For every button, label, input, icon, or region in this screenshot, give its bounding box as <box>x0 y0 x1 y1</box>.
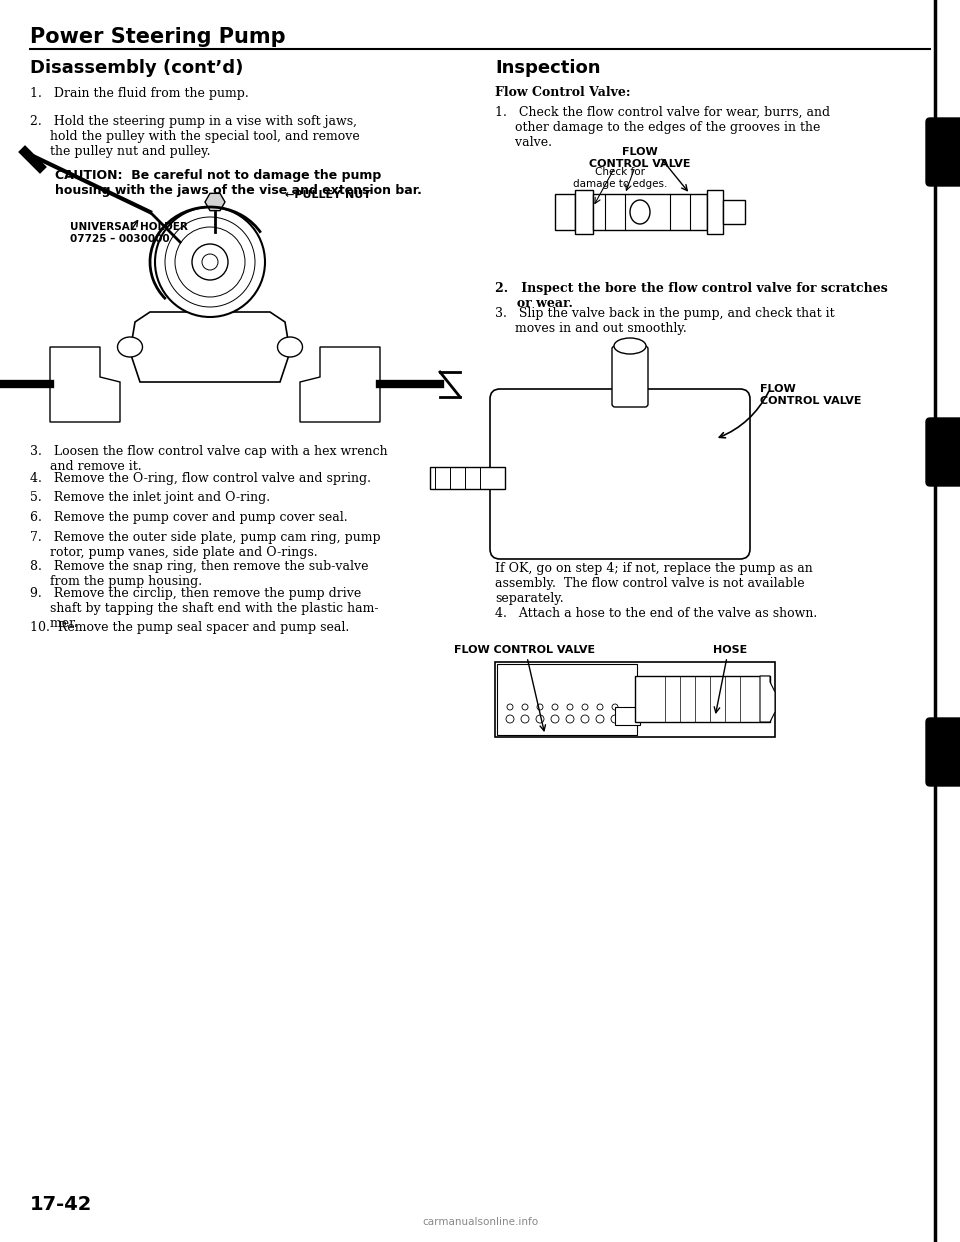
Text: HOSE: HOSE <box>713 645 747 655</box>
Text: carmanualsonline.info: carmanualsonline.info <box>422 1217 538 1227</box>
Polygon shape <box>50 347 120 422</box>
Text: Inspection: Inspection <box>495 60 601 77</box>
Polygon shape <box>205 194 225 211</box>
Text: 2.   Hold the steering pump in a vise with soft jaws,
     hold the pulley with : 2. Hold the steering pump in a vise with… <box>30 116 360 158</box>
FancyBboxPatch shape <box>612 347 648 407</box>
Bar <box>635 676 770 722</box>
Text: FLOW CONTROL VALVE: FLOW CONTROL VALVE <box>454 645 595 655</box>
Text: Check for
damage to edges.: Check for damage to edges. <box>573 166 667 189</box>
Text: 3.   Loosen the flow control valve cap with a hex wrench
     and remove it.: 3. Loosen the flow control valve cap wit… <box>30 445 388 473</box>
Text: Disassembly (cont’d): Disassembly (cont’d) <box>30 60 244 77</box>
Circle shape <box>155 207 265 317</box>
FancyBboxPatch shape <box>926 419 960 486</box>
Text: Power Steering Pump: Power Steering Pump <box>30 27 286 47</box>
Bar <box>593 194 707 230</box>
Text: ←PULLEY NUT: ←PULLEY NUT <box>285 190 371 200</box>
Polygon shape <box>760 676 775 722</box>
Ellipse shape <box>630 200 650 224</box>
Bar <box>575 190 593 233</box>
Text: 6.   Remove the pump cover and pump cover seal.: 6. Remove the pump cover and pump cover … <box>30 510 348 524</box>
Bar <box>723 200 745 224</box>
Text: FLOW
CONTROL VALVE: FLOW CONTROL VALVE <box>760 384 861 406</box>
Text: 1.   Drain the fluid from the pump.: 1. Drain the fluid from the pump. <box>30 87 249 101</box>
Text: FLOW
CONTROL VALVE: FLOW CONTROL VALVE <box>589 147 691 169</box>
Text: 3.   Slip the valve back in the pump, and check that it
     moves in and out sm: 3. Slip the valve back in the pump, and … <box>495 307 834 335</box>
Bar <box>430 467 505 489</box>
Bar <box>615 707 640 725</box>
Text: UNIVERSAL HOLDER
07725 – 0030000: UNIVERSAL HOLDER 07725 – 0030000 <box>70 222 188 243</box>
Text: 9.   Remove the circlip, then remove the pump drive
     shaft by tapping the sh: 9. Remove the circlip, then remove the p… <box>30 587 378 630</box>
Text: CAUTION:  Be careful not to damage the pump
housing with the jaws of the vise an: CAUTION: Be careful not to damage the pu… <box>55 169 421 197</box>
Bar <box>497 664 637 735</box>
Text: 5.   Remove the inlet joint and O-ring.: 5. Remove the inlet joint and O-ring. <box>30 491 270 504</box>
Ellipse shape <box>117 337 142 356</box>
Bar <box>707 190 723 233</box>
Text: 4.   Attach a hose to the end of the valve as shown.: 4. Attach a hose to the end of the valve… <box>495 607 817 620</box>
Circle shape <box>192 243 228 279</box>
FancyBboxPatch shape <box>490 389 750 559</box>
Text: Flow Control Valve:: Flow Control Valve: <box>495 86 631 99</box>
Text: If OK, go on step 4; if not, replace the pump as an
assembly.  The flow control : If OK, go on step 4; if not, replace the… <box>495 561 813 605</box>
FancyBboxPatch shape <box>926 718 960 786</box>
Text: 2.   Inspect the bore the flow control valve for scratches
     or wear.: 2. Inspect the bore the flow control val… <box>495 282 888 310</box>
Text: 8.   Remove the snap ring, then remove the sub-valve
     from the pump housing.: 8. Remove the snap ring, then remove the… <box>30 560 369 587</box>
Polygon shape <box>130 312 290 383</box>
Text: 7.   Remove the outer side plate, pump cam ring, pump
     rotor, pump vanes, si: 7. Remove the outer side plate, pump cam… <box>30 532 380 559</box>
Text: 10.  Remove the pump seal spacer and pump seal.: 10. Remove the pump seal spacer and pump… <box>30 621 349 633</box>
Ellipse shape <box>614 338 646 354</box>
Bar <box>555 194 575 230</box>
Text: 4.   Remove the O-ring, flow control valve and spring.: 4. Remove the O-ring, flow control valve… <box>30 472 371 484</box>
Polygon shape <box>300 347 380 422</box>
Ellipse shape <box>277 337 302 356</box>
Bar <box>495 662 775 737</box>
Text: 1.   Check the flow control valve for wear, burrs, and
     other damage to the : 1. Check the flow control valve for wear… <box>495 106 830 149</box>
Text: 17-42: 17-42 <box>30 1195 92 1213</box>
FancyBboxPatch shape <box>926 118 960 186</box>
